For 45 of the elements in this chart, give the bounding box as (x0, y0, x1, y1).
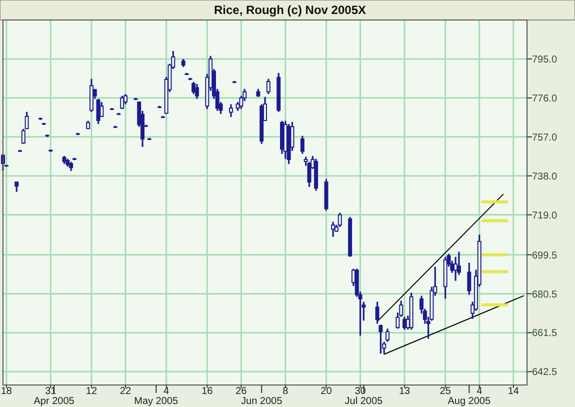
x-tick-label: 18 (0, 386, 12, 397)
candlestick (123, 93, 128, 106)
candlestick (266, 78, 270, 95)
x2-tick-label: Apr 2005 (34, 396, 75, 407)
y-tick-label: 757.0 (532, 132, 558, 144)
candlestick (385, 328, 390, 343)
x2-tick-label: Aug 2005 (448, 396, 491, 407)
candlestick (100, 101, 104, 118)
candlestick (300, 135, 304, 155)
x2-tick-label: May 2005 (134, 396, 179, 407)
chart-title: Rice, Rough (c) Nov 2005X (214, 3, 366, 17)
x-tick-label: 22 (120, 386, 132, 397)
candlestick (375, 300, 380, 324)
x-tick-label: 25 (440, 386, 452, 397)
y-tick-label: 738.0 (532, 171, 558, 182)
x-tick-label: 4 (476, 386, 483, 397)
x-tick-label: 26 (236, 386, 248, 397)
x2-tick-label: Jun 2005 (241, 396, 283, 407)
candlestick (69, 161, 74, 172)
candlestick (192, 81, 196, 95)
x-tick-label: 16 (202, 386, 214, 397)
y-tick-label: 642.5 (532, 367, 558, 378)
candlestick (338, 212, 342, 228)
candlestick (378, 324, 383, 354)
y-tick-label: 776.0 (532, 93, 558, 104)
x-tick-label: 12 (86, 386, 98, 397)
candlestick (14, 180, 19, 193)
candlestick (331, 220, 336, 238)
y-tick-label: 680.5 (532, 289, 558, 300)
x-tick-label: 20 (320, 386, 332, 397)
y-tick-label: 661.5 (532, 328, 558, 340)
y-tick-label: 699.5 (532, 250, 558, 262)
x-tick-label: 30 (354, 386, 366, 397)
candlestick (194, 83, 199, 100)
x-tick-label: 4 (164, 386, 170, 397)
x-tick-label: 14 (508, 386, 520, 397)
y-tick-label: 719.0 (532, 210, 558, 222)
candlestick (120, 95, 124, 110)
x-tick-label: 8 (282, 386, 289, 397)
x-tick-label: 31 (45, 386, 57, 397)
candlestick (467, 262, 472, 296)
y-tick-label: 795.0 (532, 54, 558, 66)
candlestick (228, 103, 233, 118)
x2-tick-label: Jul 2005 (344, 396, 384, 407)
x-tick-label: 13 (398, 386, 411, 397)
